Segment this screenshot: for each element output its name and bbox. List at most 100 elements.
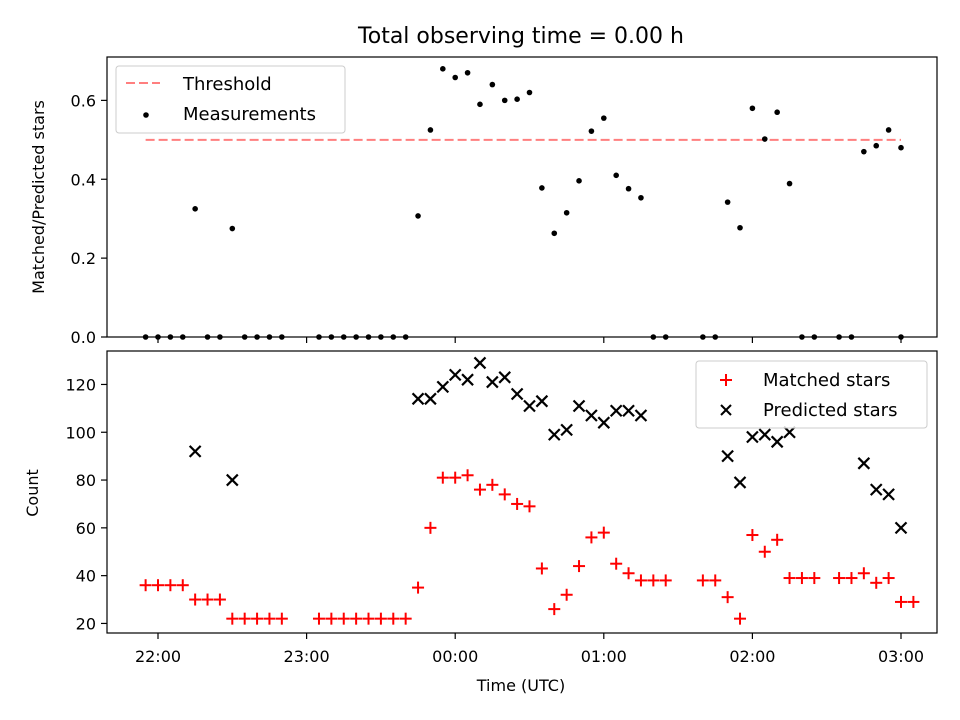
measurement-point: [402, 334, 409, 340]
measurement-points: [142, 66, 904, 340]
x-tick-label: 02:00: [729, 647, 775, 666]
matched-star-marker: [337, 612, 350, 625]
matched-stars-points: [139, 469, 920, 625]
matched-star-marker: [461, 469, 474, 482]
matched-star-marker: [498, 488, 511, 501]
measurement-point: [279, 334, 285, 340]
x-tick-label: 01:00: [581, 647, 627, 666]
matched-star-marker: [213, 593, 226, 606]
predicted-star-marker: [733, 476, 747, 489]
predicted-star-marker: [609, 404, 623, 418]
predicted-star-marker: [746, 430, 759, 444]
measurement-point: [712, 334, 719, 340]
measurement-point: [613, 172, 619, 179]
top-y-tick-label: 0.6: [71, 91, 96, 110]
predicted-star-marker: [622, 404, 635, 418]
predicted-star-marker: [783, 425, 796, 439]
matched-star-marker: [436, 471, 449, 484]
measurement-point: [885, 127, 892, 133]
measurement-point: [638, 194, 644, 201]
measurement-point: [217, 334, 223, 340]
predicted-star-marker: [461, 373, 474, 386]
matched-legend-label: Matched stars: [763, 370, 890, 391]
measurement-point: [266, 334, 273, 340]
measurement-point: [724, 199, 731, 205]
bottom-x-ticks: 22:00 23:00 00:00 01:00 02:00 03:00: [135, 633, 924, 666]
bottom-axes-frame: [106, 350, 938, 634]
measurement-point: [167, 334, 174, 340]
matched-star-marker: [808, 572, 821, 585]
measurement-point: [898, 144, 904, 151]
predicted-star-marker: [424, 392, 437, 406]
measurement-point: [625, 185, 632, 192]
predicted-star-marker: [486, 375, 499, 389]
matched-star-marker: [610, 557, 623, 570]
bottom-panel: 20 40 60 80 100 120 22:00 23:00 00:00 01:00 02:00…: [23, 350, 938, 695]
matched-star-marker: [882, 572, 895, 585]
matched-star-marker: [424, 521, 437, 534]
measurement-point: [390, 334, 397, 340]
measurement-point: [440, 66, 446, 72]
measurement-point: [353, 334, 359, 340]
matched-star-marker: [795, 572, 808, 585]
measurement-point: [898, 334, 904, 340]
matched-star-marker: [721, 591, 734, 604]
measurement-point: [204, 334, 211, 340]
x-tick-label: 23:00: [284, 647, 330, 666]
top-y-tick-label: 0.2: [71, 249, 96, 268]
top-y-tick-label: 0.0: [71, 328, 96, 347]
measurement-point: [799, 334, 805, 340]
matched-star-marker: [201, 593, 214, 606]
measurement-point: [155, 334, 161, 340]
measurements-legend-swatch: [143, 112, 149, 118]
predicted-star-marker: [498, 371, 512, 384]
matched-star-marker: [535, 562, 548, 575]
measurement-point: [316, 334, 322, 340]
x-tick-label: 03:00: [878, 647, 924, 666]
chart-title: Total observing time = 0.00 h: [357, 24, 684, 49]
measurement-point: [427, 127, 434, 133]
matched-star-marker: [312, 612, 325, 625]
measurement-point: [662, 334, 669, 340]
predicted-star-marker: [473, 356, 487, 370]
matched-star-marker: [374, 612, 387, 625]
bottom-y-tick-label: 60: [76, 519, 96, 538]
matched-star-marker: [473, 483, 486, 496]
bottom-y-tick-label: 120: [65, 375, 96, 394]
predicted-star-marker: [572, 399, 586, 413]
matched-star-marker: [857, 567, 870, 580]
predicted-star-marker: [510, 387, 524, 401]
measurement-point: [501, 97, 508, 104]
x-tick-label: 22:00: [135, 647, 181, 666]
matched-star-marker: [511, 497, 524, 510]
top-panel: 0.0 0.2 0.4 0.6 Matched/Predicted stars Thr…: [29, 56, 938, 347]
measurement-point: [452, 74, 459, 81]
measurement-point: [477, 101, 483, 108]
matched-star-marker: [833, 572, 846, 585]
matched-star-marker: [275, 612, 288, 625]
bottom-y-tick-label: 40: [76, 567, 96, 586]
measurement-point: [774, 109, 780, 116]
matched-star-marker: [647, 574, 660, 587]
matched-star-marker: [176, 579, 189, 592]
matched-star-marker: [870, 576, 883, 589]
matched-star-marker: [573, 560, 586, 573]
matched-star-marker: [238, 612, 251, 625]
predicted-star-marker: [869, 483, 883, 496]
measurement-point: [365, 334, 372, 340]
measurement-point: [464, 69, 471, 76]
predicted-star-marker: [758, 428, 772, 441]
predicted-star-marker: [188, 445, 202, 458]
matched-star-marker: [771, 533, 784, 546]
predicted-star-marker: [436, 380, 450, 394]
bottom-legend: Matched stars Predicted stars: [695, 360, 928, 429]
measurement-point: [142, 334, 149, 340]
matched-star-marker: [152, 579, 164, 592]
predicted-star-marker: [585, 409, 598, 422]
matched-star-marker: [189, 593, 202, 606]
top-y-tick-label: 0.4: [71, 170, 96, 189]
matched-star-marker: [758, 545, 771, 558]
matched-star-marker: [845, 572, 858, 585]
matched-star-marker: [325, 612, 338, 625]
measurement-point: [761, 136, 768, 142]
